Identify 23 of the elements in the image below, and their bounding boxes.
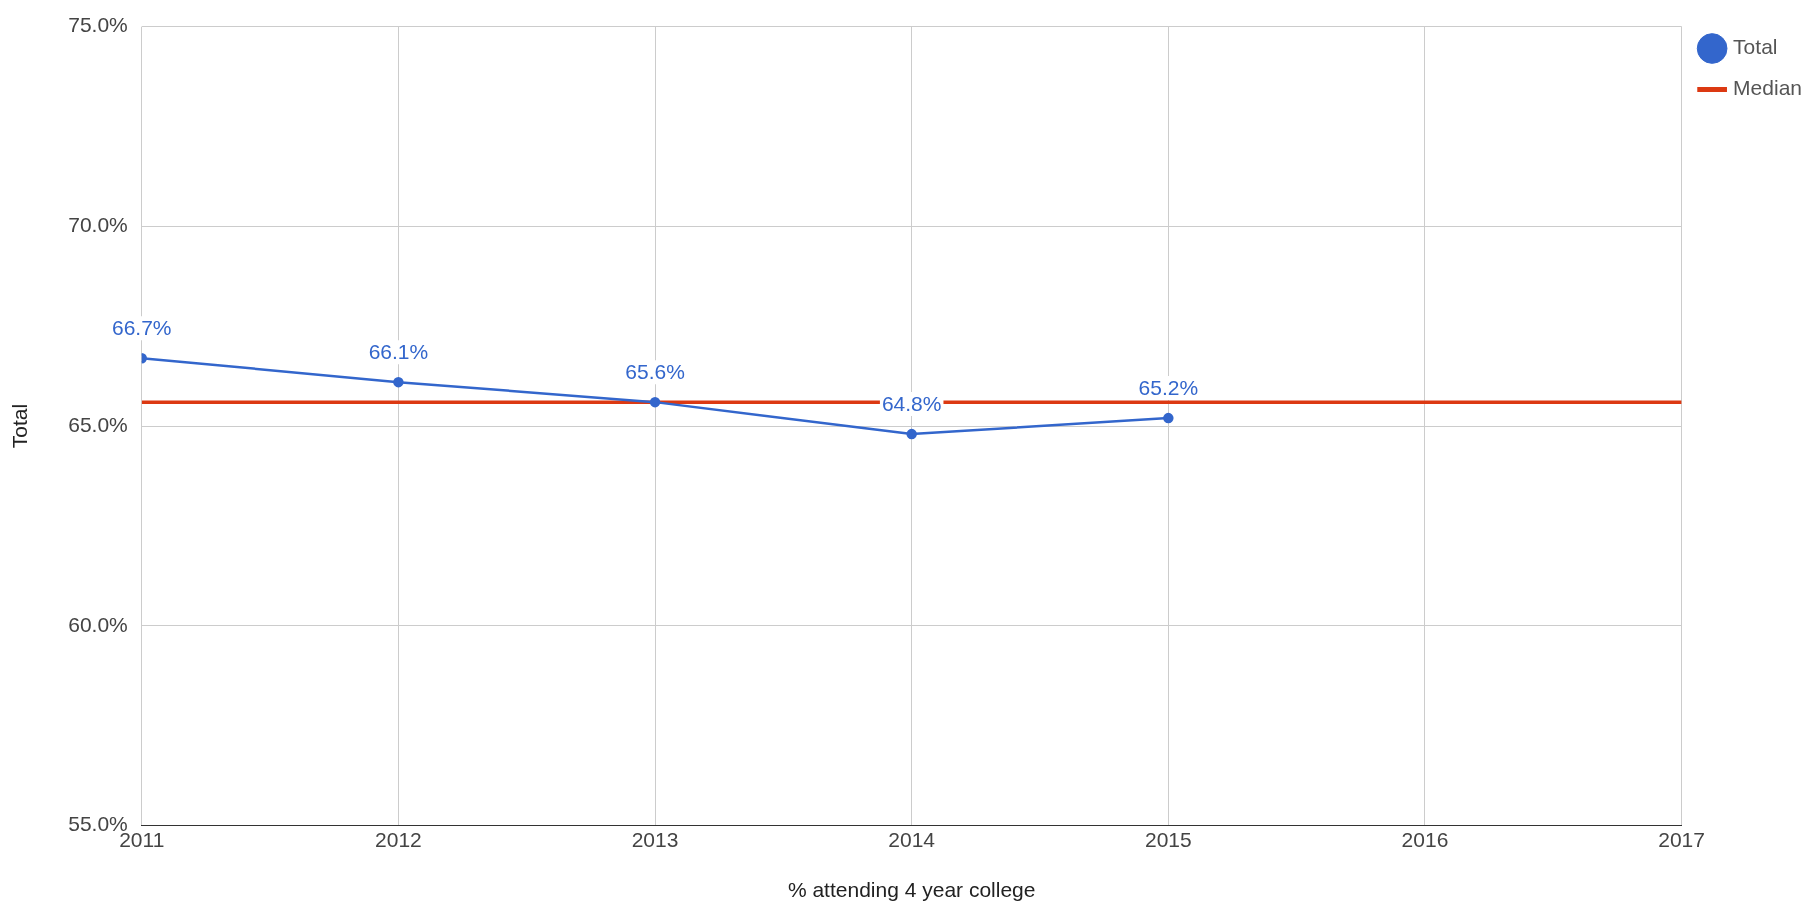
x-tick-label: 2014 xyxy=(888,828,936,851)
data-label: 65.6% xyxy=(625,360,685,384)
x-tick-label: 2012 xyxy=(375,828,422,851)
data-label: 65.2% xyxy=(1138,376,1199,400)
y-axis-title: Total xyxy=(8,403,32,449)
x-tick-label: 2016 xyxy=(1401,828,1449,851)
x-tick-label: 2013 xyxy=(631,828,679,851)
point xyxy=(393,376,404,388)
point xyxy=(1163,412,1174,424)
y-tick-label: 70.0% xyxy=(68,213,128,237)
y-tick-label: 65.0% xyxy=(68,412,128,436)
x-tick-label: 2015 xyxy=(1144,828,1192,851)
x-tick-label: 2017 xyxy=(1658,828,1705,851)
point xyxy=(906,428,917,440)
x-axis-title: % attending 4 year college xyxy=(787,878,1036,902)
y-tick-label: 60.0% xyxy=(68,612,128,636)
point xyxy=(649,396,661,408)
data-label: 66.7% xyxy=(111,316,172,340)
legend-label: Total xyxy=(1733,35,1778,59)
y-tick-label: 75.0% xyxy=(68,13,128,37)
data-label: 64.8% xyxy=(881,392,942,416)
data-label: 66.1% xyxy=(368,340,429,364)
legend-label: Median xyxy=(1733,76,1803,100)
